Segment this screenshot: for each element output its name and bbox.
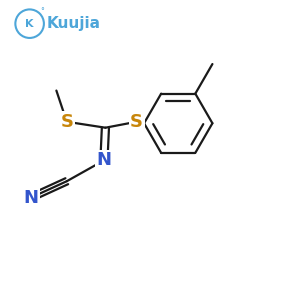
Text: N: N (24, 189, 39, 207)
Text: S: S (130, 113, 143, 131)
Text: Kuujia: Kuujia (47, 16, 101, 31)
Text: K: K (26, 19, 34, 29)
Text: °: ° (40, 7, 44, 16)
Text: S: S (60, 113, 73, 131)
Text: N: N (96, 152, 111, 169)
